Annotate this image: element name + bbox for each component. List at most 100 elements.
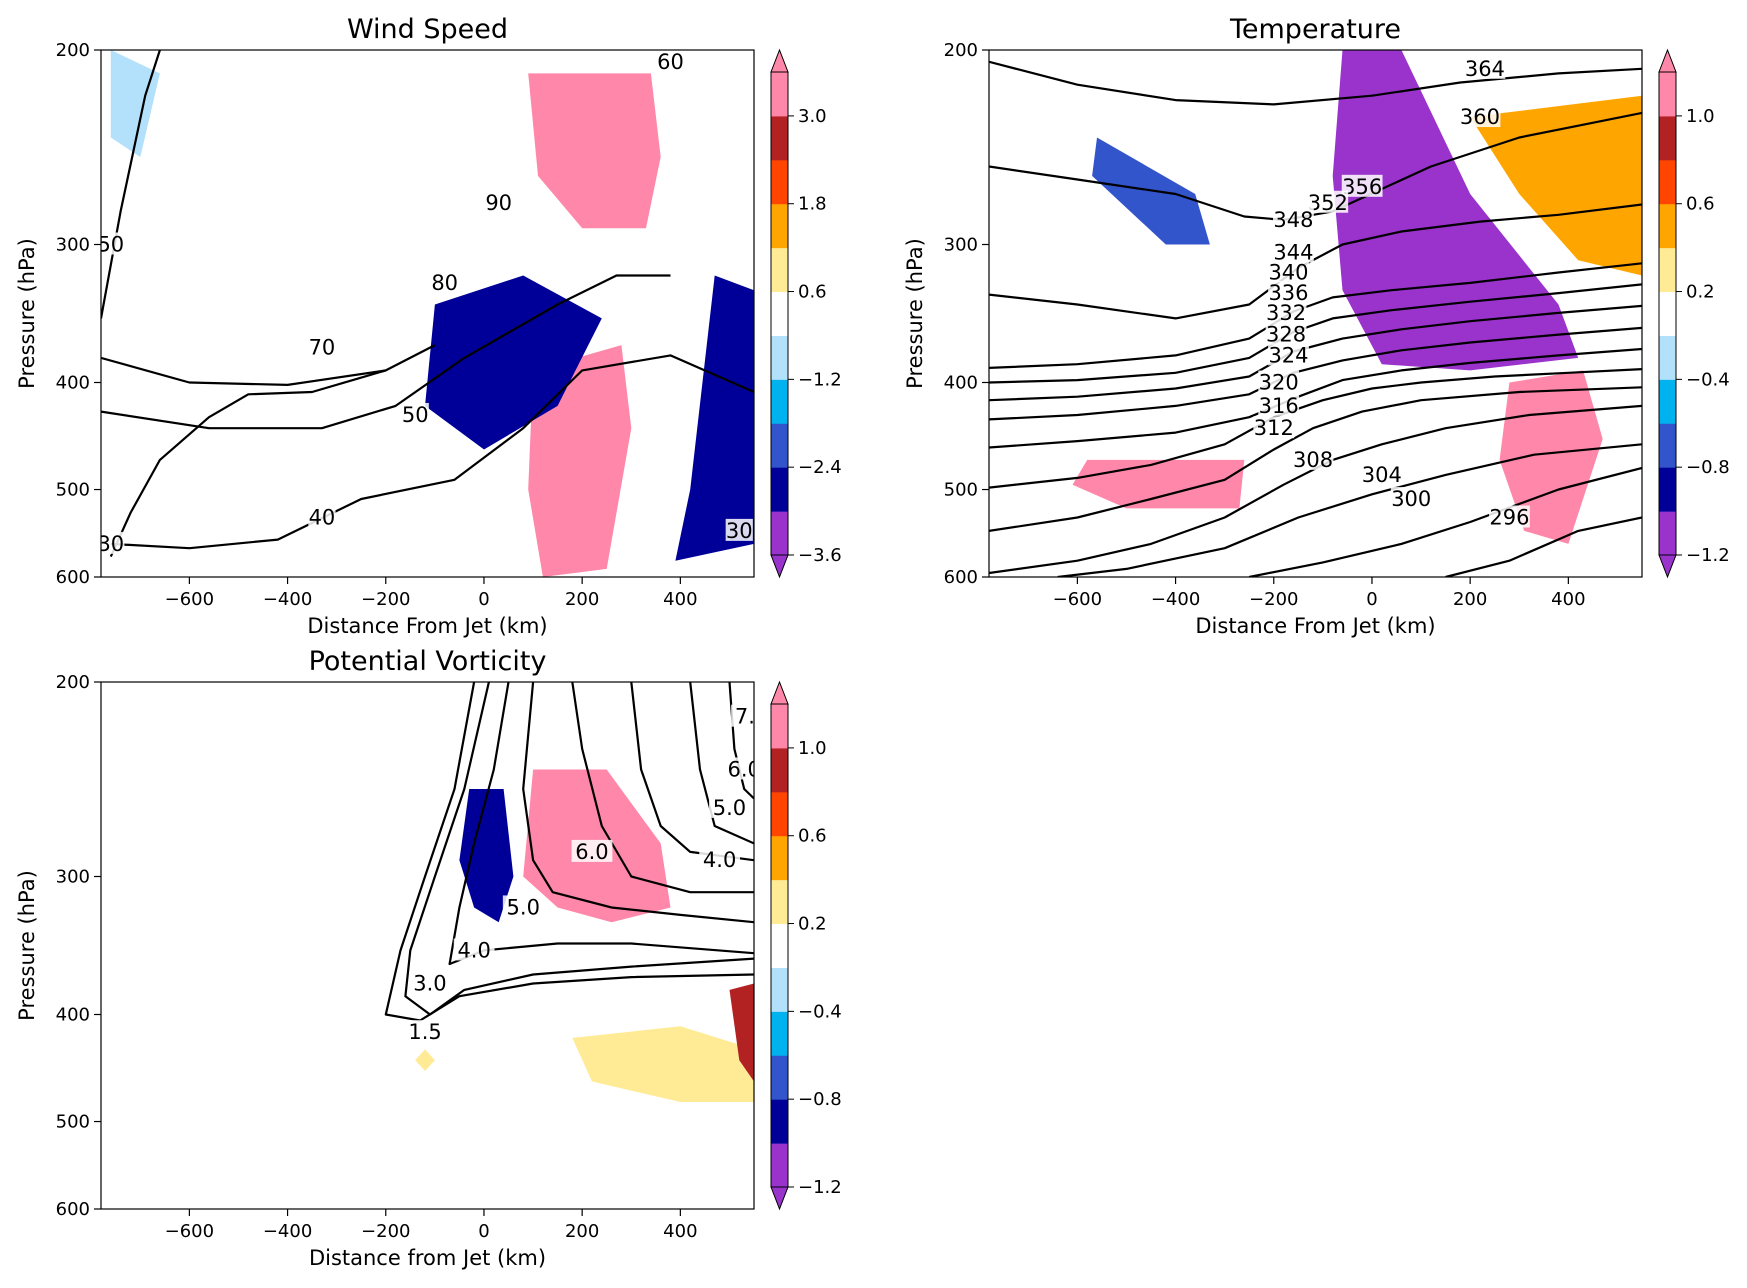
contour-label: 300 bbox=[1391, 487, 1431, 511]
contour-label-bg bbox=[401, 402, 429, 425]
y-axis-label: Pressure (hPa) bbox=[15, 870, 39, 1021]
colorbar-frame bbox=[770, 71, 789, 556]
colorbar-segment bbox=[1659, 115, 1676, 161]
y-tick-label: 600 bbox=[56, 1199, 90, 1220]
contour-label: 50 bbox=[97, 233, 124, 257]
contour-line bbox=[989, 262, 1642, 369]
contour-line bbox=[1248, 466, 1642, 577]
colorbar-segment bbox=[771, 72, 788, 117]
contour-label-bg bbox=[1273, 207, 1314, 230]
colorbar: 1.0 0.6 0.2 −0.4 −0.8 −1.2 bbox=[1658, 48, 1730, 579]
contour-label-bg bbox=[431, 270, 459, 293]
colorbar-segment bbox=[771, 1099, 788, 1144]
x-tick-label: 0 bbox=[1366, 589, 1377, 610]
x-tick-label: 0 bbox=[478, 589, 489, 610]
colorbar-segment bbox=[1659, 467, 1676, 512]
x-tick-label: −400 bbox=[263, 589, 312, 610]
y-tick-label: 600 bbox=[944, 567, 978, 588]
contour-line bbox=[989, 283, 1642, 384]
contour-label: 332 bbox=[1266, 301, 1306, 325]
contour-label-bg bbox=[453, 938, 495, 961]
contour-label: 7.0 bbox=[735, 705, 768, 729]
colorbar-segment bbox=[1659, 291, 1676, 336]
y-axis-label: Pressure (hPa) bbox=[15, 238, 39, 389]
x-tick-label: 400 bbox=[663, 1221, 697, 1242]
colorbar-segment bbox=[771, 879, 788, 925]
contour-label: 90 bbox=[485, 191, 512, 215]
colorbar-tick-label: −0.8 bbox=[1686, 457, 1730, 478]
anomaly-region bbox=[425, 275, 602, 450]
contour-label-bg bbox=[723, 757, 754, 780]
contour-line bbox=[689, 682, 754, 845]
plot-area: 50 90 80 70 50 40 30 30 60 bbox=[97, 50, 754, 577]
colorbar-segment bbox=[771, 379, 788, 424]
y-tick-label: 300 bbox=[56, 867, 90, 888]
contour-label-bg bbox=[502, 895, 544, 918]
contour-label-bg bbox=[101, 232, 125, 255]
colorbar-tick-label: −1.2 bbox=[798, 369, 842, 390]
contour-label: 312 bbox=[1254, 416, 1294, 440]
temperature-panel: Temperature36436035635234834434033633232… bbox=[903, 14, 1730, 638]
colorbar-segment bbox=[771, 1055, 788, 1100]
plot-frame bbox=[100, 681, 755, 1210]
contour-line bbox=[989, 347, 1642, 449]
contour-line bbox=[989, 368, 1642, 489]
colorbar-segment bbox=[771, 791, 788, 837]
contour-label-bg bbox=[1265, 322, 1307, 345]
contour-label: 344 bbox=[1273, 240, 1313, 264]
anomaly-region bbox=[729, 983, 754, 1082]
colorbar-tick-label: 0.6 bbox=[1686, 194, 1715, 215]
colorbar-extend-top bbox=[770, 48, 789, 73]
contour-line bbox=[989, 326, 1642, 421]
y-tick-label: 500 bbox=[56, 480, 90, 501]
colorbar-segment bbox=[1659, 423, 1676, 468]
contour-label-bg bbox=[1268, 343, 1309, 366]
colorbar-segment bbox=[771, 967, 788, 1012]
contour-line bbox=[989, 203, 1642, 320]
colorbar-tick-label: 1.0 bbox=[798, 738, 827, 759]
contour-label-bg bbox=[1341, 174, 1383, 197]
contour-label-bg bbox=[1268, 281, 1309, 304]
colorbar-segment bbox=[771, 747, 788, 793]
colorbar-segment bbox=[1659, 335, 1676, 380]
contour-label-bg bbox=[1390, 487, 1432, 510]
plot-frame bbox=[100, 49, 755, 578]
contour-label: 364 bbox=[1465, 57, 1505, 81]
contour-label-bg bbox=[1292, 447, 1334, 470]
contour-label: 304 bbox=[1362, 463, 1402, 487]
contour-label-bg bbox=[101, 531, 125, 554]
x-tick-label: 200 bbox=[1453, 589, 1487, 610]
colorbar-segment bbox=[771, 291, 788, 336]
x-axis-label: Distance From Jet (km) bbox=[1195, 614, 1435, 638]
wind-speed-panel: Wind Speed 50 90 80 70 50 40 30 30 60 −600 −400 −200… bbox=[15, 14, 842, 638]
contour-label-bg bbox=[1253, 416, 1295, 439]
anomaly-region bbox=[459, 789, 514, 923]
colorbar-extend-top bbox=[1658, 48, 1677, 73]
contour-label: 316 bbox=[1259, 394, 1299, 418]
y-tick-label: 600 bbox=[56, 567, 90, 588]
contour-label: 324 bbox=[1268, 343, 1308, 367]
y-tick-label: 200 bbox=[944, 40, 978, 61]
contour-line bbox=[101, 274, 671, 430]
colorbar-segment bbox=[771, 511, 788, 556]
y-tick-label: 400 bbox=[944, 372, 978, 393]
x-tick-label: −600 bbox=[165, 1221, 214, 1242]
contour-label: 352 bbox=[1308, 191, 1348, 215]
colorbar-segment bbox=[771, 923, 788, 968]
anomaly-region bbox=[528, 73, 661, 229]
colorbar-tick-label: 3.0 bbox=[798, 106, 827, 127]
colorbar-tick-label: 0.2 bbox=[798, 914, 827, 935]
plot-area: 3643603563523483443403363323283243203163… bbox=[989, 50, 1642, 577]
colorbar-segment bbox=[771, 704, 788, 749]
contour-line bbox=[448, 682, 754, 966]
contour-label: 40 bbox=[309, 505, 336, 529]
plot-area: 1.5 3.0 4.0 5.0 6.0 4.0 5.0 6.0 7.0 bbox=[101, 682, 768, 1209]
x-tick-label: −200 bbox=[361, 1221, 410, 1242]
contour-label-bg bbox=[1307, 190, 1349, 213]
y-tick-label: 200 bbox=[56, 40, 90, 61]
x-tick-label: −400 bbox=[1151, 589, 1200, 610]
colorbar-segment bbox=[1659, 203, 1676, 249]
y-axis-label: Pressure (hPa) bbox=[903, 238, 927, 389]
contour-label: 3.0 bbox=[413, 972, 446, 996]
